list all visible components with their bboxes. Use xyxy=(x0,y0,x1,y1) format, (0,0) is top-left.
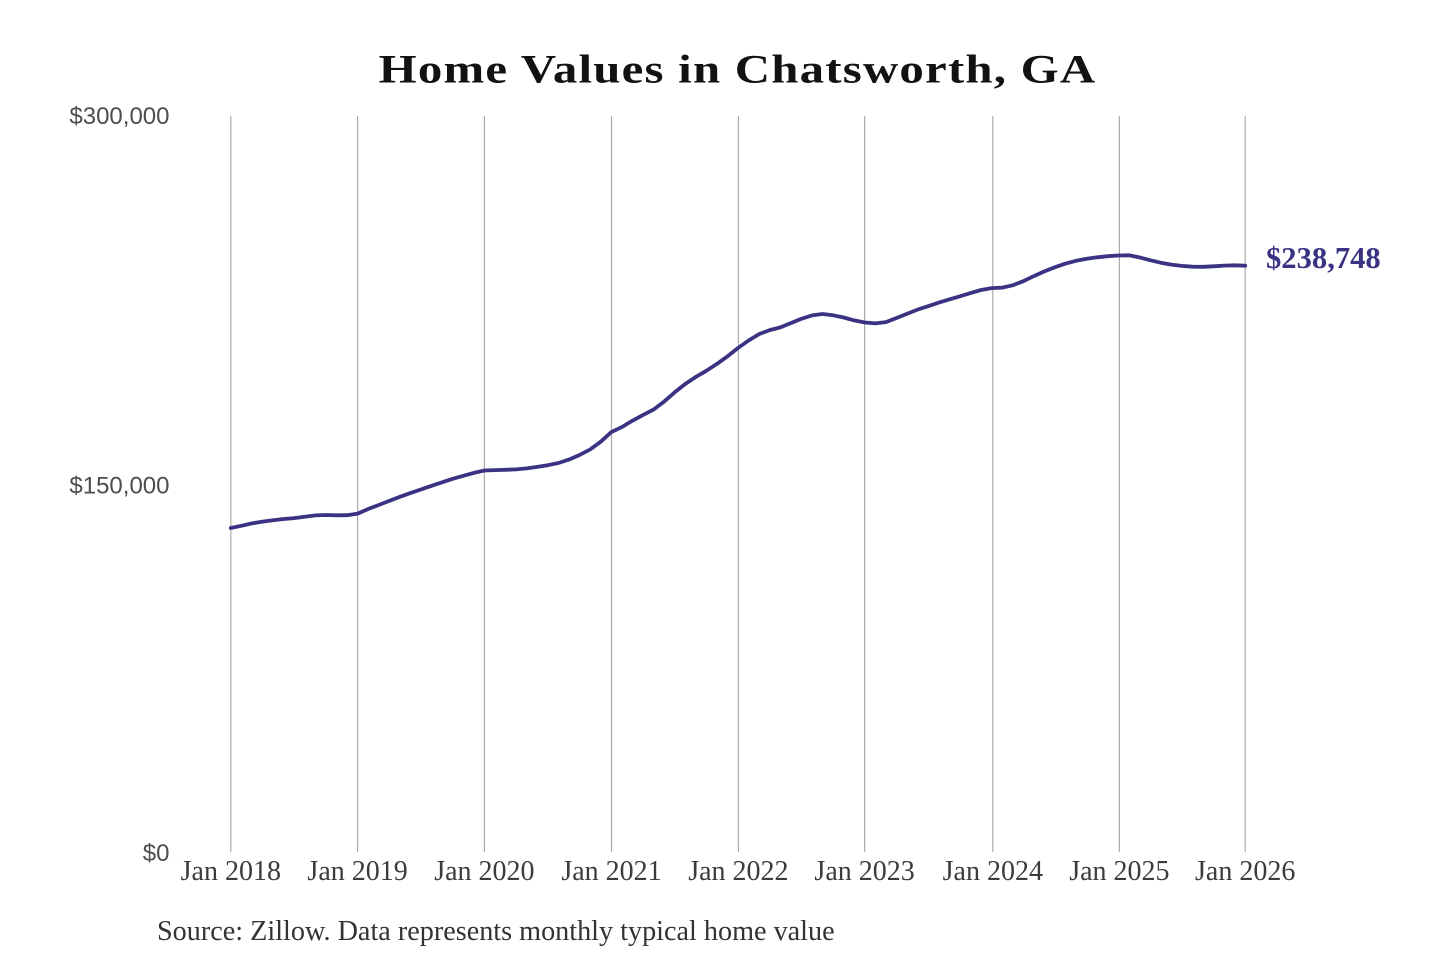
svg-text:$150,000: $150,000 xyxy=(69,473,169,500)
svg-text:$300,000: $300,000 xyxy=(69,103,169,130)
svg-text:$238,748: $238,748 xyxy=(1266,241,1381,275)
svg-text:Jan 2022: Jan 2022 xyxy=(688,856,788,887)
svg-text:Jan 2019: Jan 2019 xyxy=(307,856,407,887)
svg-text:Jan 2021: Jan 2021 xyxy=(561,856,661,887)
svg-text:Jan 2018: Jan 2018 xyxy=(181,856,281,887)
svg-text:Jan 2024: Jan 2024 xyxy=(943,856,1043,887)
svg-text:Jan 2023: Jan 2023 xyxy=(814,856,914,887)
svg-text:$0: $0 xyxy=(143,840,170,867)
svg-text:Home Values in Chatsworth, GA: Home Values in Chatsworth, GA xyxy=(379,47,1097,92)
svg-text:Jan 2025: Jan 2025 xyxy=(1069,856,1169,887)
svg-text:Jan 2026: Jan 2026 xyxy=(1195,856,1295,887)
svg-text:Jan 2020: Jan 2020 xyxy=(434,856,534,887)
svg-text:Source: Zillow. Data represent: Source: Zillow. Data represents monthly … xyxy=(157,916,835,947)
